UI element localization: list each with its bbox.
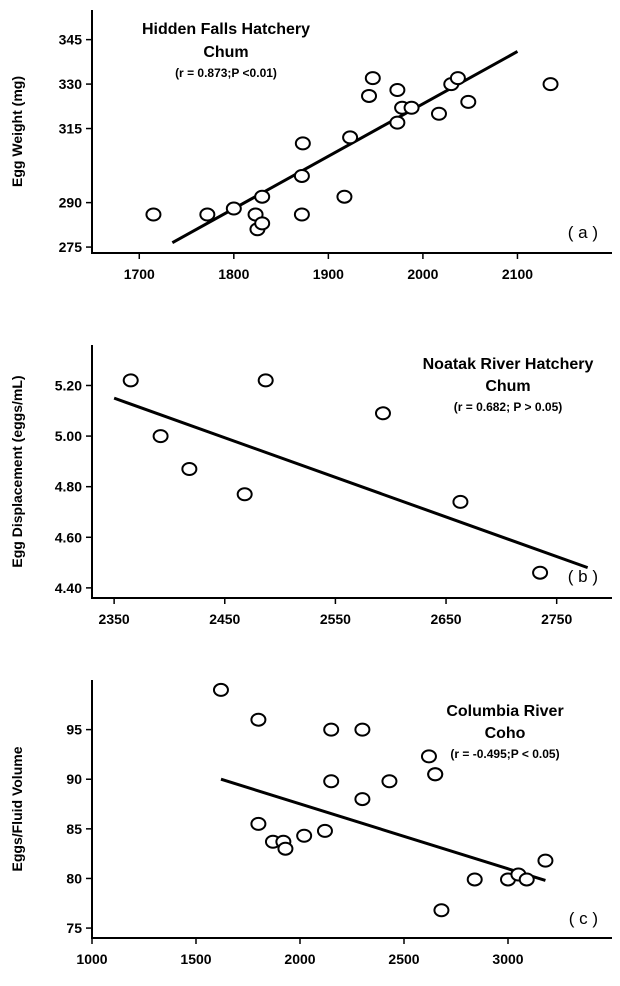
data-point <box>250 816 267 831</box>
y-tick-label: 80 <box>66 870 82 886</box>
x-tick-label: 1000 <box>76 951 107 967</box>
data-point <box>542 77 559 92</box>
axes <box>91 10 612 254</box>
y-tick-label: 95 <box>66 722 82 738</box>
data-point <box>277 841 294 856</box>
y-tick-label: 4.60 <box>55 529 82 545</box>
data-point <box>199 207 216 222</box>
data-point <box>336 189 353 204</box>
data-point <box>236 487 253 502</box>
data-point <box>296 828 313 843</box>
panel-label: ( b ) <box>568 567 598 586</box>
y-tick-label: 275 <box>59 239 83 255</box>
x-tick-label: 1900 <box>313 266 344 282</box>
data-point <box>403 100 420 115</box>
data-point <box>294 136 311 151</box>
regression-line <box>220 777 546 882</box>
data-point <box>389 115 406 130</box>
data-point <box>427 767 444 782</box>
x-tick-label: 2500 <box>388 951 419 967</box>
y-axis-label: Eggs/Fluid Volume <box>9 746 25 871</box>
data-point <box>389 83 406 98</box>
data-point <box>433 903 450 918</box>
panel-label: ( c ) <box>569 909 598 928</box>
data-point <box>420 749 437 764</box>
data-point <box>293 207 310 222</box>
chart-title: Hidden Falls Hatchery <box>142 21 310 38</box>
y-tick-label: 315 <box>59 121 83 137</box>
chart-title-species: Chum <box>203 44 248 61</box>
y-tick-label: 5.20 <box>55 377 82 393</box>
data-point <box>316 823 333 838</box>
chart-title: Columbia River <box>446 703 563 720</box>
panel-label: ( a ) <box>568 223 598 242</box>
chart-subtitle: (r = 0.682; P > 0.05) <box>454 400 563 414</box>
x-tick-label: 2100 <box>502 266 533 282</box>
data-point <box>364 71 381 86</box>
y-axis-label: Egg Displacement (eggs/mL) <box>9 375 25 567</box>
data-point <box>257 373 274 388</box>
data-point <box>254 216 271 231</box>
x-tick-label: 3000 <box>492 951 523 967</box>
panel-a: 1700 1800 1900 2000 2100 275 290 315 330 345 Egg W… <box>9 10 612 282</box>
data-point <box>430 106 447 121</box>
data-point <box>452 494 469 509</box>
x-tick-label: 1700 <box>124 266 155 282</box>
x-tick-label: 2550 <box>320 611 351 627</box>
data-point <box>537 853 554 868</box>
chart-title: Noatak River Hatchery <box>423 356 594 373</box>
data-point <box>354 792 371 807</box>
data-point <box>293 168 310 183</box>
y-tick-label: 345 <box>59 32 83 48</box>
y-tick-label: 85 <box>66 821 82 837</box>
data-point <box>361 88 378 103</box>
data-point <box>518 872 535 887</box>
data-point <box>374 406 391 421</box>
data-point <box>254 189 271 204</box>
data-point <box>460 94 477 109</box>
data-point <box>212 682 229 697</box>
data-point <box>323 722 340 737</box>
data-point <box>122 373 139 388</box>
data-point <box>152 429 169 444</box>
data-point <box>250 712 267 727</box>
x-tick-label: 2750 <box>541 611 572 627</box>
chart-title-species: Coho <box>485 725 526 742</box>
data-point <box>381 774 398 789</box>
data-point <box>449 71 466 86</box>
chart-subtitle: (r = 0.873;P <0.01) <box>175 66 277 80</box>
y-tick-label: 75 <box>66 920 82 936</box>
x-tick-label: 2350 <box>99 611 130 627</box>
x-tick-label: 1800 <box>218 266 249 282</box>
regression-line <box>113 396 589 570</box>
data-point <box>225 201 242 216</box>
data-point <box>466 872 483 887</box>
y-tick-label: 4.80 <box>55 479 82 495</box>
y-tick-label: 90 <box>66 771 82 787</box>
x-tick-label: 2000 <box>284 951 315 967</box>
data-point <box>181 461 198 476</box>
panel-b: 2350 2450 2550 2650 2750 4.40 4.60 4.80 5.00 5.20… <box>9 345 612 627</box>
panel-c: 1000 1500 2000 2500 3000 75 80 85 90 95 Eggs/Fluid… <box>9 680 612 967</box>
chart-title-species: Chum <box>485 378 530 395</box>
data-point <box>342 130 359 145</box>
data-point <box>354 722 371 737</box>
y-tick-label: 4.40 <box>55 580 82 596</box>
x-tick-label: 2650 <box>430 611 461 627</box>
x-tick-label: 2450 <box>209 611 240 627</box>
y-tick-label: 5.00 <box>55 428 82 444</box>
y-tick-label: 330 <box>59 76 83 92</box>
y-axis-label: Egg Weight (mg) <box>9 76 25 187</box>
data-point <box>532 565 549 580</box>
x-tick-label: 1500 <box>180 951 211 967</box>
data-point <box>323 774 340 789</box>
x-tick-label: 2000 <box>407 266 438 282</box>
y-tick-label: 290 <box>59 195 83 211</box>
data-point <box>145 207 162 222</box>
chart-subtitle: (r = -0.495;P < 0.05) <box>450 747 559 761</box>
axes <box>91 345 612 599</box>
regression-line <box>171 50 519 244</box>
